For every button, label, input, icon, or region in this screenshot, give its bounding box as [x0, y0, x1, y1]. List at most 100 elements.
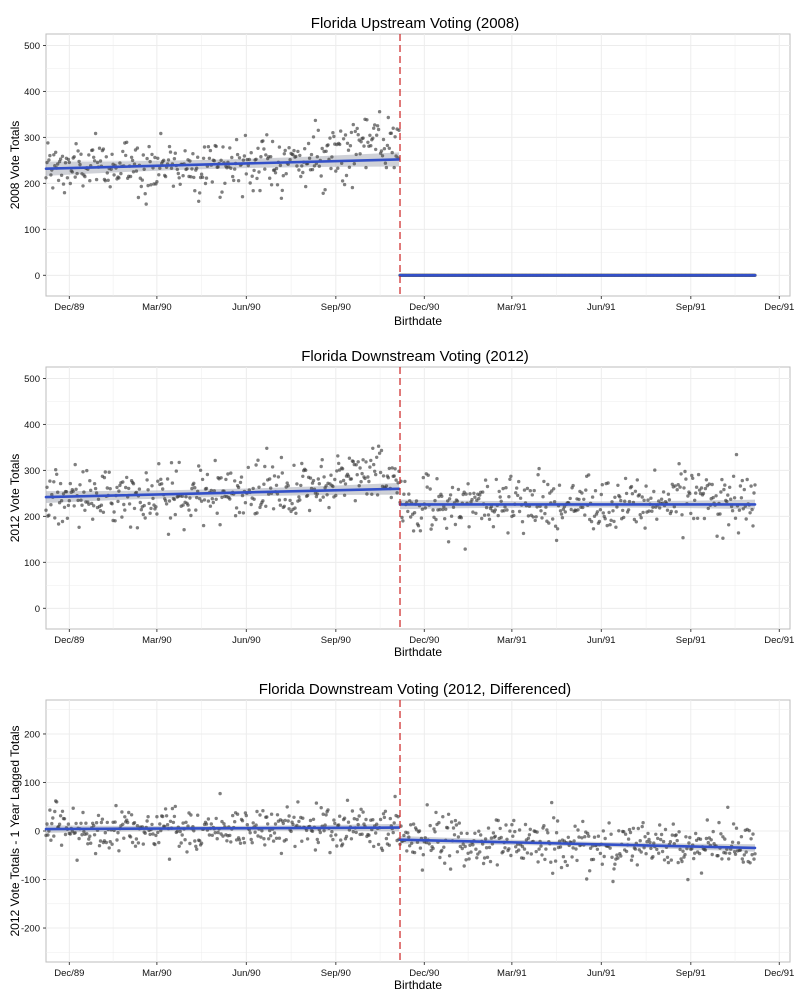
data-point [676, 483, 680, 487]
data-point [694, 831, 698, 836]
data-point [128, 174, 133, 179]
data-point [739, 496, 744, 500]
data-point [705, 818, 709, 822]
data-point [418, 846, 423, 850]
data-point [134, 169, 139, 173]
data-point [392, 165, 396, 170]
data-point [670, 833, 674, 837]
data-point [200, 175, 205, 179]
data-point [736, 841, 741, 845]
data-point [361, 458, 365, 462]
data-point [506, 531, 510, 535]
data-point [324, 149, 328, 153]
data-point [396, 481, 400, 485]
data-point [537, 466, 541, 471]
data-point [539, 844, 543, 848]
data-point [501, 486, 505, 491]
data-point [110, 152, 114, 156]
data-point [648, 840, 652, 844]
data-point [267, 492, 271, 496]
x-tick-label: Jun/91 [587, 968, 616, 979]
data-point [91, 517, 95, 521]
data-point [103, 831, 108, 835]
data-point [641, 821, 645, 825]
data-point [375, 455, 379, 459]
data-point [104, 155, 109, 159]
data-point [142, 167, 146, 171]
data-point [623, 832, 628, 836]
data-point [193, 189, 197, 193]
data-point [383, 809, 388, 813]
data-point [190, 486, 194, 491]
data-point [60, 809, 65, 813]
data-point [457, 821, 461, 825]
data-point [353, 499, 357, 503]
data-point [310, 167, 315, 172]
data-point [48, 153, 52, 158]
data-point [358, 152, 362, 156]
data-point [55, 472, 59, 476]
data-point [410, 841, 414, 845]
data-point [253, 830, 257, 834]
fit-lines [44, 158, 757, 277]
data-point [173, 804, 177, 809]
data-point [188, 159, 192, 163]
data-point [54, 468, 58, 472]
data-point [224, 477, 228, 482]
data-point [427, 842, 431, 846]
data-point [393, 794, 397, 799]
data-point [551, 517, 555, 521]
data-point [296, 149, 300, 154]
data-point [337, 823, 341, 827]
data-point [165, 477, 170, 481]
data-point [340, 842, 345, 846]
data-point [78, 162, 82, 167]
data-point [231, 813, 235, 818]
data-point [728, 851, 732, 855]
data-point [365, 492, 369, 496]
data-point [346, 148, 351, 152]
data-point [376, 127, 381, 132]
data-point [518, 496, 523, 500]
data-point [747, 828, 751, 833]
data-point [233, 514, 238, 518]
data-point [250, 174, 254, 178]
data-point [437, 494, 441, 499]
data-point [695, 516, 700, 520]
data-point [274, 836, 279, 840]
data-point [495, 863, 499, 867]
data-point [137, 487, 142, 491]
data-point [572, 839, 576, 843]
data-point [441, 815, 445, 819]
data-point [157, 462, 161, 466]
data-point [325, 493, 329, 497]
data-point [384, 484, 389, 488]
data-point [721, 835, 725, 839]
data-point [214, 144, 218, 149]
data-point [434, 810, 438, 815]
data-point [250, 841, 254, 845]
data-point [215, 511, 219, 515]
data-point [289, 829, 293, 834]
data-point [123, 815, 127, 819]
data-point [428, 823, 432, 828]
data-point [132, 821, 137, 825]
data-point [334, 169, 338, 173]
data-point [595, 510, 600, 514]
data-point [720, 477, 724, 482]
data-point [600, 483, 604, 487]
data-point [293, 844, 297, 849]
data-point [194, 844, 198, 848]
data-point [498, 495, 502, 499]
data-point [749, 484, 753, 488]
data-point [741, 860, 745, 864]
data-point [188, 841, 192, 846]
data-point [177, 844, 181, 848]
data-point [638, 513, 642, 517]
data-point [241, 511, 246, 515]
data-points [44, 444, 757, 551]
data-point [132, 162, 137, 166]
data-point [282, 504, 286, 508]
data-point [143, 516, 147, 520]
data-point [699, 486, 704, 490]
